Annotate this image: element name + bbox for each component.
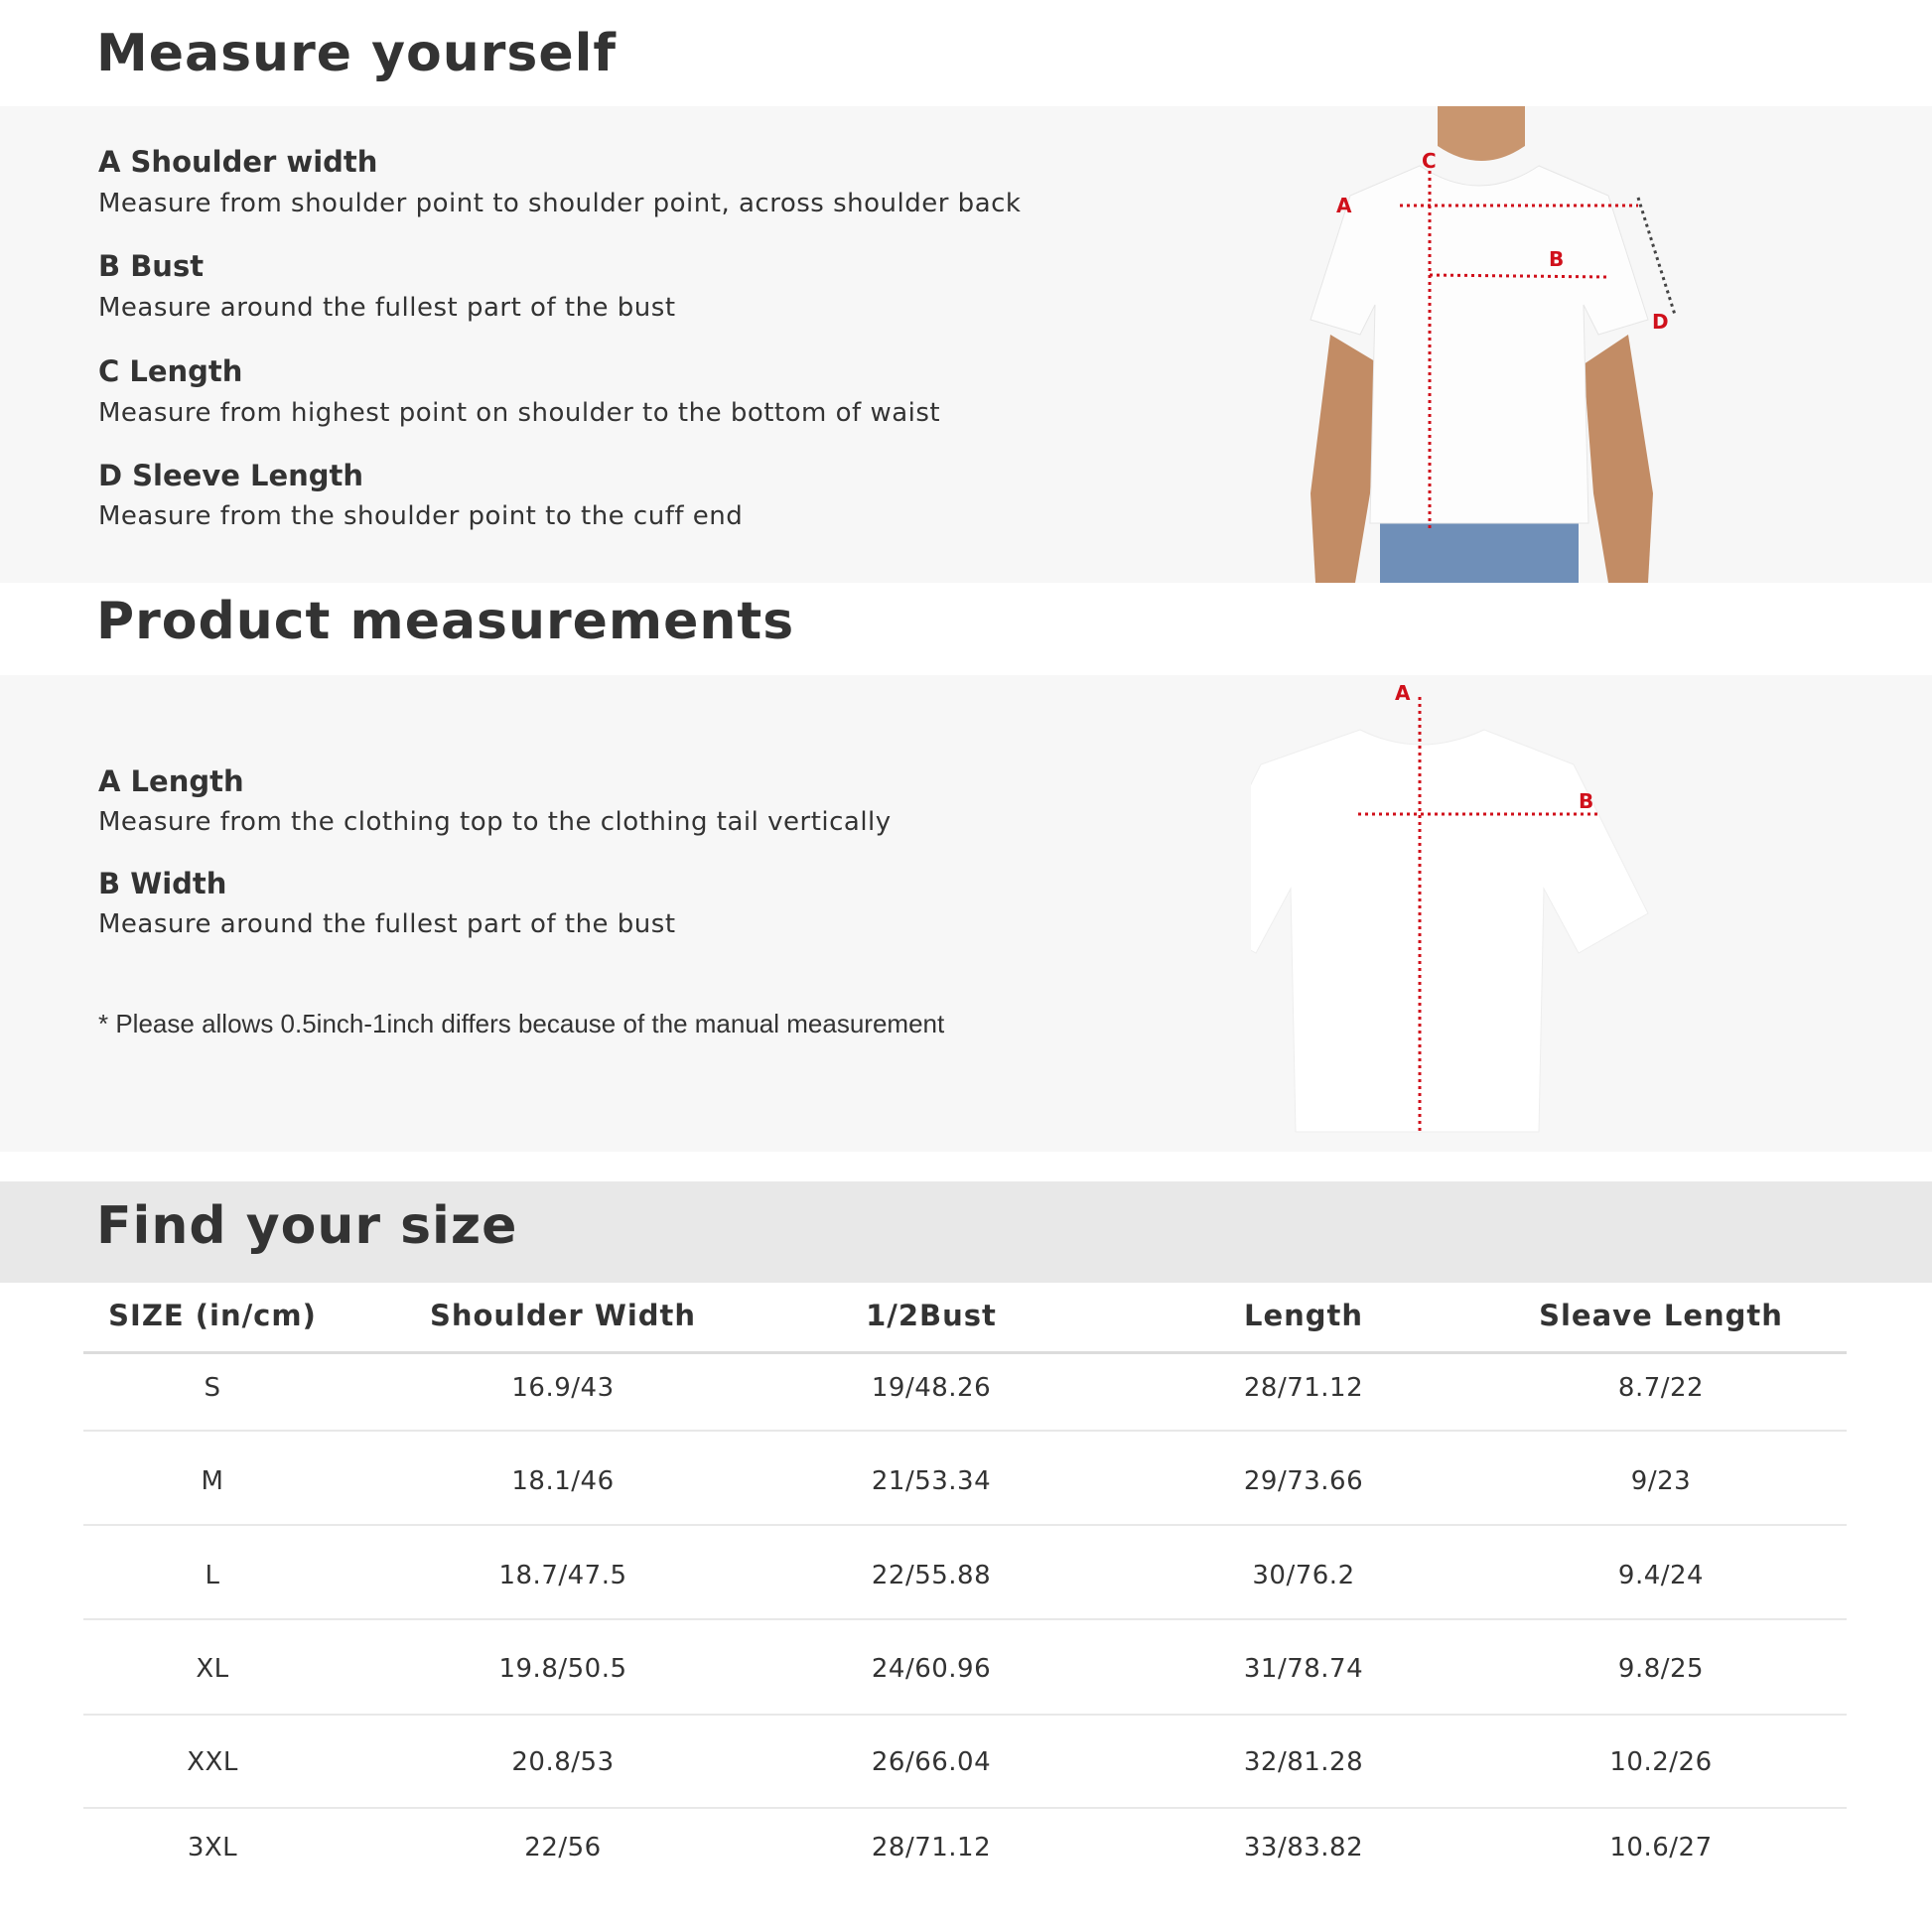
cell-sleeve-length: 9/23: [1630, 1466, 1692, 1496]
row-divider: [83, 1618, 1847, 1620]
cell-length: 33/83.82: [1243, 1833, 1364, 1863]
model-tshirt: [1310, 165, 1649, 524]
cell-size: XL: [196, 1654, 229, 1684]
item-label: C Length: [98, 354, 243, 388]
measurement-note: * Please allows 0.5inch-1inch differs be…: [98, 1009, 945, 1038]
letter-b: B: [1579, 789, 1593, 813]
cell-length: 31/78.74: [1243, 1654, 1364, 1684]
cell-half-bust: 26/66.04: [871, 1747, 992, 1777]
item-label: D Sleeve Length: [98, 459, 364, 492]
model-head: [1438, 106, 1525, 161]
row-divider: [83, 1430, 1847, 1432]
cell-half-bust: 19/48.26: [871, 1373, 992, 1403]
letter-a: A: [1336, 194, 1352, 217]
column-header-length: Length: [1243, 1299, 1364, 1332]
column-header-shoulder-width: Shoulder Width: [429, 1299, 697, 1332]
letter-d: D: [1652, 310, 1669, 334]
column-header-half-bust: 1/2Bust: [866, 1299, 997, 1332]
letter-b: B: [1549, 247, 1564, 271]
item-desc: Measure around the fullest part of the b…: [98, 909, 676, 939]
cell-sleeve-length: 10.6/27: [1609, 1833, 1713, 1863]
flat-tshirt: [1251, 729, 1649, 1133]
model-measure-diagram: A B C D: [1310, 106, 1708, 583]
item-label: A Length: [98, 764, 244, 798]
find-size-title: Find your size: [96, 1196, 518, 1256]
cell-size: 3XL: [187, 1833, 238, 1863]
cell-half-bust: 21/53.34: [871, 1466, 992, 1496]
cell-size: L: [205, 1561, 220, 1590]
letter-a: A: [1395, 681, 1411, 705]
cell-half-bust: 24/60.96: [871, 1654, 992, 1684]
cell-sleeve-length: 9.4/24: [1617, 1561, 1705, 1590]
model-jeans: [1380, 513, 1579, 583]
row-divider: [83, 1524, 1847, 1526]
cell-length: 28/71.12: [1243, 1373, 1364, 1403]
column-header-sleeve-length: Sleave Length: [1539, 1299, 1783, 1332]
cell-shoulder-width: 22/56: [524, 1833, 602, 1863]
product-measurements-title: Product measurements: [96, 592, 795, 651]
cell-half-bust: 28/71.12: [871, 1833, 992, 1863]
letter-c: C: [1422, 149, 1437, 173]
item-desc: Measure from highest point on shoulder t…: [98, 398, 941, 428]
cell-shoulder-width: 20.8/53: [511, 1747, 615, 1777]
tshirt-measure-diagram: A B: [1251, 681, 1649, 1133]
cell-size: XXL: [187, 1747, 238, 1777]
cell-size: S: [204, 1373, 221, 1403]
item-desc: Measure from the clothing top to the clo…: [98, 807, 892, 837]
cell-shoulder-width: 16.9/43: [511, 1373, 615, 1403]
header-divider: [83, 1351, 1847, 1354]
cell-size: M: [201, 1466, 224, 1496]
cell-half-bust: 22/55.88: [871, 1561, 992, 1590]
cell-length: 29/73.66: [1243, 1466, 1364, 1496]
item-desc: Measure around the fullest part of the b…: [98, 293, 676, 323]
row-divider: [83, 1714, 1847, 1716]
item-label: B Bust: [98, 249, 205, 283]
find-size-header-band: [0, 1181, 1932, 1283]
item-label: A Shoulder width: [98, 145, 378, 179]
item-desc: Measure from the shoulder point to the c…: [98, 501, 744, 531]
item-desc: Measure from shoulder point to shoulder …: [98, 189, 1022, 218]
cell-sleeve-length: 9.8/25: [1617, 1654, 1705, 1684]
column-header-size: SIZE (in/cm): [108, 1299, 317, 1332]
measure-yourself-title: Measure yourself: [96, 24, 618, 83]
cell-length: 32/81.28: [1243, 1747, 1364, 1777]
cell-shoulder-width: 19.8/50.5: [498, 1654, 627, 1684]
cell-sleeve-length: 8.7/22: [1617, 1373, 1705, 1403]
cell-shoulder-width: 18.7/47.5: [498, 1561, 627, 1590]
item-label: B Width: [98, 867, 227, 900]
model-right-arm: [1584, 335, 1653, 583]
cell-length: 30/76.2: [1252, 1561, 1355, 1590]
cell-shoulder-width: 18.1/46: [511, 1466, 615, 1496]
row-divider: [83, 1807, 1847, 1809]
cell-sleeve-length: 10.2/26: [1609, 1747, 1713, 1777]
model-left-arm: [1311, 335, 1380, 583]
